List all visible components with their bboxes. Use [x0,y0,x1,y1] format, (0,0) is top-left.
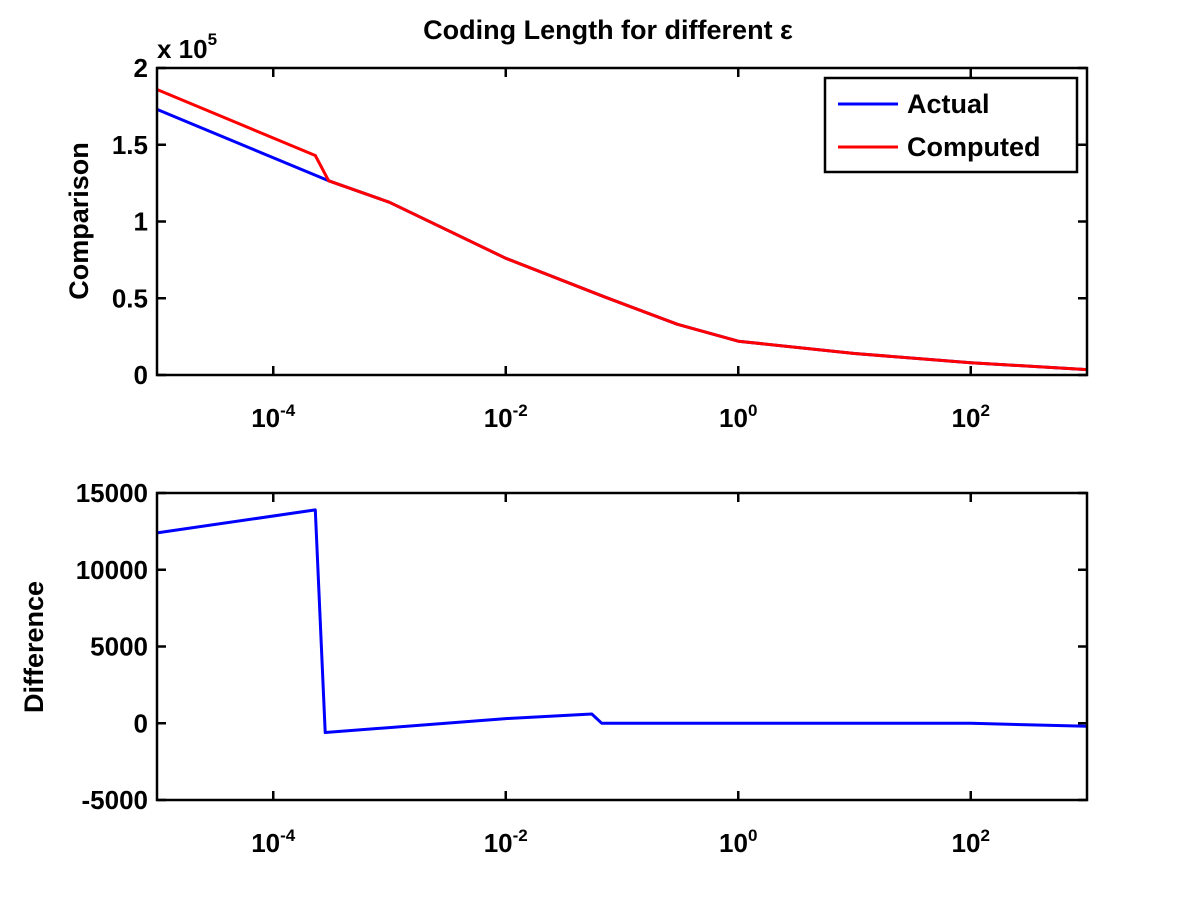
bottom-y-tick-label: 10000 [76,555,148,585]
top-x-tick-label-exponent: 0 [748,401,757,420]
top-y-multiplier: x 105 [157,30,217,64]
top-y-tick-label: 0.5 [112,283,148,313]
legend-box [823,76,1079,174]
top-x-tick-label: 102 [952,401,990,433]
bottom-x-tick-label-base: 10 [719,828,748,858]
bottom-x-tick-label-exponent: -2 [513,826,528,845]
bottom-x-tick-label: 100 [719,826,757,858]
top-x-tick-label-base: 10 [719,403,748,433]
bottom-x-tick-label: 10-2 [484,826,528,858]
top-y-tick-label: 0 [134,360,148,390]
top-x-tick-label-base: 10 [484,403,513,433]
top-y-tick-label: 1.5 [112,130,148,160]
top-y-multiplier-base: x 10 [157,34,208,64]
bottom-y-tick-label: 5000 [90,632,148,662]
bottom-y-axis-label: Difference [19,581,49,713]
bottom-x-tick-label-exponent: 0 [748,826,757,845]
top-x-tick-label: 10-2 [484,401,528,433]
bottom-x-tick-label-base: 10 [251,828,280,858]
top-series-line-computed [156,88,1088,372]
top-y-tick-label: 2 [134,53,148,83]
top-x-tick-label: 10-4 [251,401,296,433]
bottom-x-tick-label: 102 [952,826,990,858]
top-y-tick-label: 1 [134,207,148,237]
top-x-tick-label: 100 [719,401,757,433]
top-legend: Actual Computed [823,76,1079,174]
bottom-x-tick-label-base: 10 [952,828,981,858]
legend-label-actual: Actual [907,89,990,119]
top-x-tick-label-exponent: 2 [980,401,989,420]
bottom-y-tick-label: 0 [134,708,148,738]
chart-title: Coding Length for different ε [423,15,793,45]
bottom-x-tick-label-exponent: 2 [980,826,989,845]
bottom-series-line-0 [156,508,1088,734]
top-y-axis-label: Comparison [64,142,94,300]
top-x-tick-label-base: 10 [952,403,981,433]
top-x-tick-label-base: 10 [251,403,280,433]
bottom-y-tick-label: 15000 [76,478,148,508]
bottom-y-tick-label: -5000 [82,785,149,815]
top-x-tick-label-exponent: -2 [513,401,528,420]
bottom-x-tick-label: 10-4 [251,826,296,858]
legend-label-computed: Computed [907,132,1040,162]
bottom-x-tick-label-exponent: -4 [280,826,296,845]
bottom-x-tick-label-base: 10 [484,828,513,858]
bottom-plot: 10-4 10-2 100 102-5000050001000015000Differ… [19,478,1089,858]
top-x-tick-label-exponent: -4 [280,401,296,420]
top-y-multiplier-exponent: 5 [208,30,217,49]
